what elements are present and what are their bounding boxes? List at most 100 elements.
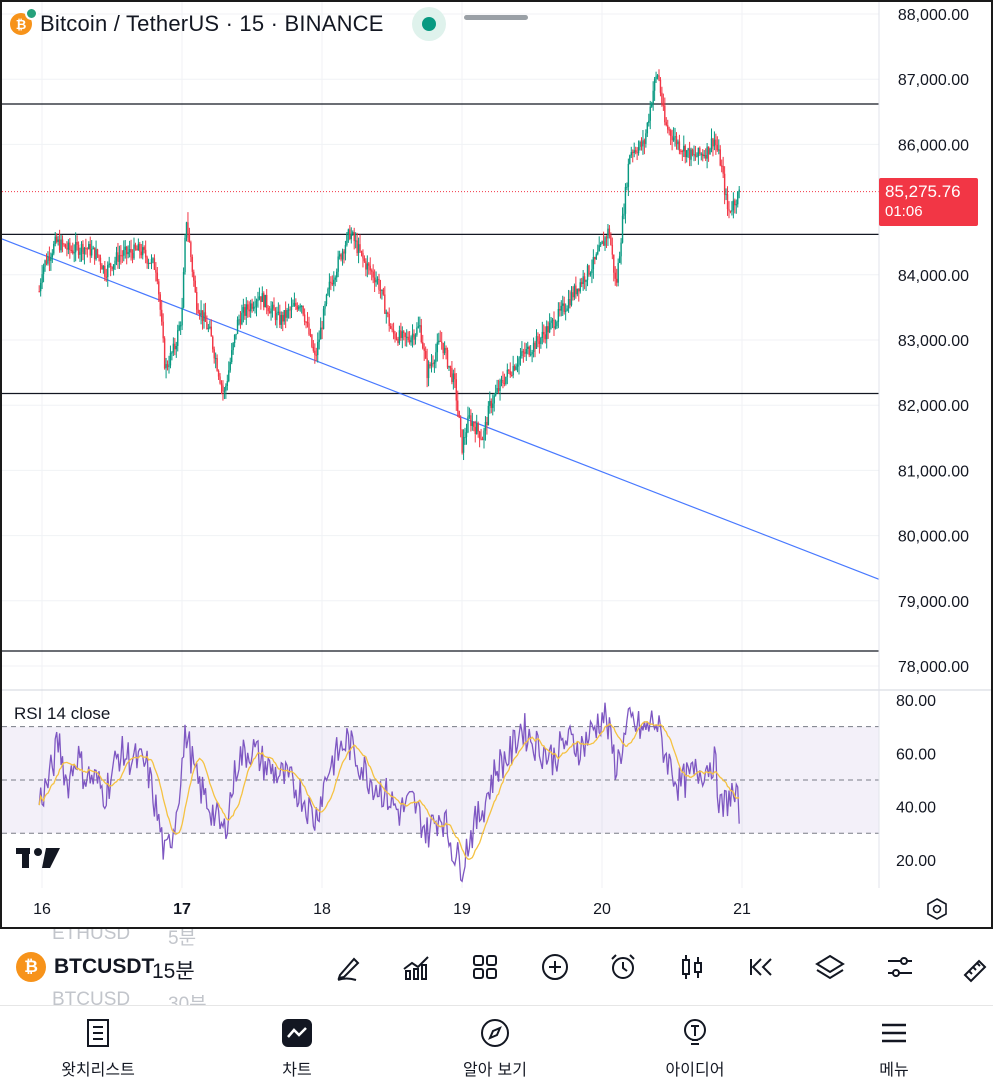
candle-body [301, 306, 303, 308]
candle-body [172, 343, 175, 353]
add-button[interactable] [535, 947, 575, 987]
candle-body [354, 240, 357, 242]
price-chart[interactable]: 16 17 18 19 20 21 88,000.00 87,000.00 86,000.00 8… [0, 0, 993, 929]
candle-body [529, 354, 532, 356]
candle-body [247, 304, 249, 310]
candle-body [92, 247, 94, 250]
candle-body [271, 304, 274, 309]
candle-body [525, 348, 527, 354]
draw-pen-button[interactable] [328, 947, 368, 987]
candle-body [142, 247, 144, 256]
candle-body [629, 155, 631, 164]
drag-handle[interactable] [464, 15, 528, 20]
settings-sliders-button[interactable] [880, 947, 920, 987]
candle-body [729, 210, 732, 212]
candle-body [637, 146, 640, 154]
candle-body [661, 92, 663, 104]
symbol-title[interactable]: Bitcoin / TetherUS · 15 · BINANCE [40, 11, 384, 36]
candle-body [623, 213, 625, 216]
nav-ideas[interactable]: 아이디어 [625, 1006, 765, 1080]
timeframe-selector[interactable]: 15분 [152, 960, 195, 983]
candle-body [451, 367, 453, 383]
nav-menu[interactable]: 메뉴 [824, 1006, 964, 1080]
candle-body [191, 257, 194, 272]
candle-body [200, 310, 202, 316]
ideas-bulb-icon [678, 1016, 712, 1050]
candle-body [353, 232, 355, 242]
replay-button[interactable] [741, 947, 781, 987]
nav-explore[interactable]: 알아 보기 [425, 1006, 565, 1080]
candle-body [344, 245, 347, 254]
candle-body [391, 328, 393, 330]
nav-chart[interactable]: 차트 [227, 1006, 367, 1080]
candle-body [360, 250, 363, 253]
candle-body [589, 273, 592, 275]
candle-body [349, 229, 351, 240]
candle-body [193, 271, 195, 281]
chart-header[interactable]: ₿ Bitcoin / TetherUS · 15 · BINANCE [10, 7, 446, 41]
candle-body [365, 261, 367, 270]
rsi-tick-label: 40.00 [896, 800, 936, 817]
rsi-tick-label: 60.00 [896, 746, 936, 763]
candle-body [83, 247, 86, 255]
candle-body [732, 200, 735, 211]
candle-body [118, 255, 121, 262]
tether-icon [25, 7, 38, 20]
candle-body [38, 291, 40, 293]
candle-body [726, 194, 729, 210]
candle-body [639, 141, 641, 147]
time-tick-label: 17 [173, 901, 191, 918]
bitcoin-coin-icon: ₿ [10, 7, 38, 35]
market-status-indicator[interactable] [411, 7, 446, 41]
candle-body [725, 194, 727, 196]
candle-body [220, 383, 223, 386]
candle-body [371, 270, 373, 272]
candle-body [658, 75, 660, 80]
nav-watchlist[interactable]: 왓치리스트 [28, 1006, 168, 1080]
last-price-badge: 85,275.76 01:06 [879, 178, 978, 226]
candle-body [493, 395, 495, 404]
symbol-selector[interactable]: ₿ BTCUSDT [16, 951, 154, 983]
candle-body [436, 342, 439, 353]
nav-explore-label: 알아 보기 [463, 1060, 527, 1079]
candle-body [656, 75, 659, 77]
chart-settings-hex-icon[interactable] [925, 897, 949, 926]
candle-body [467, 416, 469, 433]
candle-body [299, 306, 301, 308]
candle-body [311, 334, 313, 347]
candle-body [551, 319, 554, 321]
candle-body [572, 292, 574, 298]
candle-body [107, 264, 109, 278]
candle-body [389, 326, 392, 329]
alert-button[interactable] [603, 947, 643, 987]
candle-body [508, 369, 510, 372]
candle-body [617, 262, 619, 283]
layouts-button[interactable] [465, 947, 505, 987]
chart-type-button[interactable] [672, 947, 712, 987]
ruler-button[interactable] [955, 947, 993, 987]
candle-body [359, 244, 361, 251]
candle-body [735, 204, 737, 206]
candle-body [604, 237, 606, 246]
candle-body [207, 327, 210, 330]
candle-body [146, 257, 148, 264]
candle-body [190, 242, 192, 258]
candle-body [254, 306, 256, 308]
candle-body [161, 309, 163, 322]
candle-body [516, 364, 519, 367]
rsi-lines [38, 702, 740, 883]
candle-body [703, 154, 705, 157]
indicators-button[interactable] [396, 947, 436, 987]
candle-body [239, 319, 242, 325]
candle-body [697, 147, 700, 157]
layers-button[interactable] [810, 947, 850, 987]
candle-body [550, 320, 552, 323]
rsi-legend[interactable]: RSI 14 close [12, 704, 113, 724]
candle-body [263, 293, 265, 308]
candle-body [512, 365, 514, 376]
candle-body [607, 228, 609, 239]
candle-body [675, 136, 678, 145]
symbol-name[interactable]: BTCUSDT [54, 955, 155, 978]
candle-body [41, 274, 43, 283]
candle-body [684, 145, 686, 158]
